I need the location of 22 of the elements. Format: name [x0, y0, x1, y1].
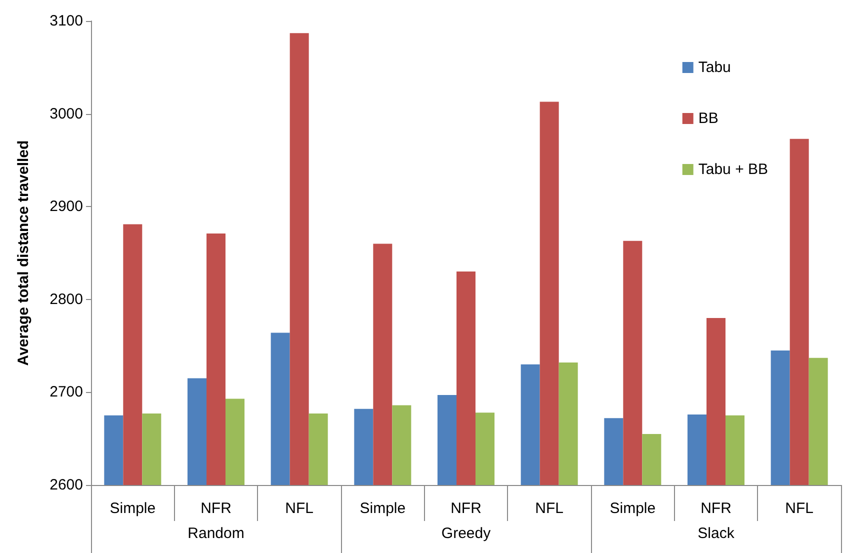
x-tick-label: Simple: [610, 500, 656, 517]
y-tick-label: 3100: [50, 12, 83, 30]
legend-label: Tabu: [698, 59, 731, 76]
y-tick-label: 3000: [50, 105, 83, 122]
y-tick-label: 2600: [50, 476, 83, 494]
y-axis-title: Average total distance travelled: [15, 140, 32, 366]
x-tick-label: NFL: [535, 500, 564, 517]
x-tick-label: NFR: [450, 500, 482, 517]
text: Random: [188, 525, 244, 542]
y-tick-label: 2800: [50, 290, 83, 308]
legend-label: Tabu + BB: [698, 161, 768, 178]
x-tick-label: Simple: [360, 500, 406, 517]
x-tick-label: Simple: [110, 500, 156, 517]
y-tick-label: 2700: [50, 384, 83, 401]
x-tick-label: NFL: [785, 500, 814, 517]
x-tick-label: NFR: [700, 500, 732, 517]
legend-label: BB: [698, 110, 718, 127]
text: Greedy: [441, 525, 492, 542]
text: Slack: [698, 525, 735, 542]
x-tick-label: NFR: [200, 500, 232, 517]
x-tick-label: NFL: [285, 500, 314, 517]
y-tick-label: 2900: [50, 198, 83, 216]
